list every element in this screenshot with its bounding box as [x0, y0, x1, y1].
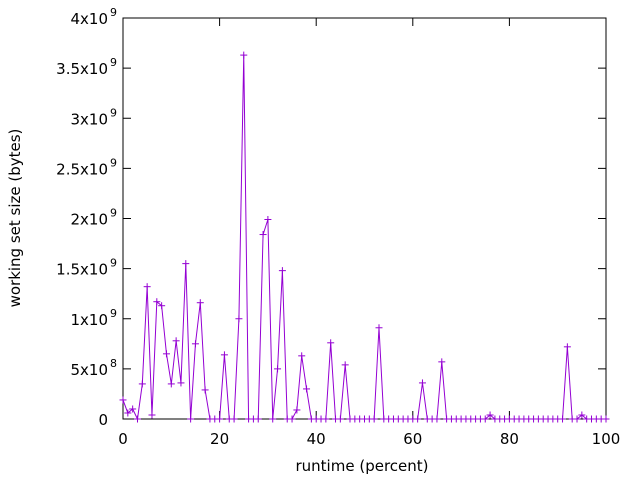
data-point-marker [254, 415, 262, 423]
data-point-marker [336, 415, 344, 423]
x-tick-label: 100 [592, 430, 621, 448]
data-point-marker [240, 51, 248, 59]
data-point-marker [303, 385, 311, 393]
y-tick-label: 0 [98, 411, 108, 429]
data-point-marker [293, 406, 301, 414]
data-point-marker [259, 231, 267, 239]
y-tick-exponent: 9 [110, 6, 117, 19]
data-point-marker [158, 302, 166, 310]
data-point-marker [278, 267, 286, 275]
data-point-marker [327, 339, 335, 347]
data-point-marker [288, 415, 296, 423]
data-point-marker [264, 216, 272, 224]
y-tick-label: 5x10 [70, 361, 108, 379]
y-tick-label: 3.5x10 [56, 60, 108, 78]
y-tick-exponent: 9 [110, 257, 117, 270]
data-point-marker [172, 337, 180, 345]
data-point-marker [573, 415, 581, 423]
data-point-marker [162, 350, 170, 358]
data-point-marker [196, 299, 204, 307]
data-point-marker [414, 415, 422, 423]
data-point-marker [191, 340, 199, 348]
y-tick-exponent: 9 [110, 156, 117, 169]
data-point-marker [418, 379, 426, 387]
x-tick-label: 80 [500, 430, 519, 448]
data-point-marker [119, 396, 127, 404]
data-point-marker [481, 415, 489, 423]
data-point-marker [148, 411, 156, 419]
data-point-marker [143, 283, 151, 291]
data-point-marker [274, 365, 282, 373]
y-tick-label: 2x10 [70, 211, 108, 229]
data-point-marker [602, 415, 610, 423]
data-point-marker [235, 315, 243, 323]
data-point-marker [133, 415, 141, 423]
data-point-marker [563, 343, 571, 351]
data-point-marker [375, 324, 383, 332]
x-tick-label: 40 [307, 430, 326, 448]
data-point-marker [298, 352, 306, 360]
data-point-marker [438, 358, 446, 366]
data-point-marker [230, 415, 238, 423]
y-tick-exponent: 9 [110, 207, 117, 220]
data-point-marker [153, 298, 161, 306]
y-tick-exponent: 9 [110, 56, 117, 69]
plot-frame [122, 17, 607, 420]
y-tick-exponent: 9 [110, 106, 117, 119]
series-line [122, 55, 606, 421]
y-tick-exponent: 8 [110, 357, 117, 370]
data-point-marker [220, 351, 228, 359]
y-tick-label: 1.5x10 [56, 261, 108, 279]
data-point-marker [201, 386, 209, 394]
x-tick-label: 60 [403, 430, 422, 448]
data-point-marker [559, 415, 567, 423]
y-axis-label: working set size (bytes) [6, 129, 24, 308]
data-point-marker [216, 415, 224, 423]
x-tick-label: 20 [210, 430, 229, 448]
data-point-marker [341, 361, 349, 369]
data-point-marker [167, 380, 175, 388]
data-point-marker [177, 379, 185, 387]
y-tick-label: 3x10 [70, 110, 108, 128]
data-point-marker [433, 415, 441, 423]
data-point-marker [322, 415, 330, 423]
data-point-marker [187, 415, 195, 423]
data-point-marker [129, 405, 137, 413]
data-point-marker [578, 411, 586, 419]
data-point-marker [370, 415, 378, 423]
data-point-marker [269, 415, 277, 423]
x-axis-ticks: 0 20 40 60 80 100 [118, 18, 620, 448]
data-point-marker [124, 409, 132, 417]
y-tick-exponent: 9 [110, 307, 117, 320]
data-point-marker [486, 411, 494, 419]
x-axis-label: runtime (percent) [296, 457, 429, 475]
y-tick-label: 4x10 [70, 10, 108, 28]
y-tick-label: 1x10 [70, 311, 108, 329]
x-tick-label: 0 [118, 430, 128, 448]
y-tick-label: 2.5x10 [56, 160, 108, 178]
series-layer [119, 51, 610, 423]
data-point-marker [182, 260, 190, 268]
data-point-marker [138, 380, 146, 388]
